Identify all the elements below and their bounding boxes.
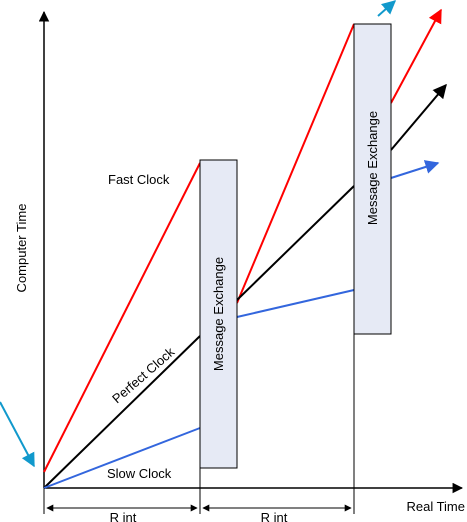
- fast-clock-label: Fast Clock: [108, 172, 170, 187]
- interval-label-1: R int: [110, 510, 137, 522]
- perfect-clock-label: Perfect Clock: [109, 344, 178, 406]
- message-exchange-box-1: [199, 159, 238, 469]
- fast-clock-line-3: [390, 8, 442, 104]
- message-exchange-label-2: Message Exchange: [365, 111, 380, 225]
- y-axis-label: Computer Time: [14, 204, 29, 293]
- perfect-clock-line-2: [236, 185, 355, 301]
- perfect-clock-line-3: [390, 83, 447, 151]
- message-exchange-box-2: [353, 23, 392, 335]
- interval-label-2: R int: [261, 510, 288, 522]
- perfect-clock-line-1: [43, 335, 201, 489]
- message-exchange-label-1: Message Exchange: [211, 257, 226, 371]
- accent-arrow-top: [377, 0, 397, 17]
- slow-clock-label: Slow Clock: [107, 466, 172, 481]
- slow-clock-line-1: [43, 427, 201, 489]
- fast-clock-line-2: [236, 23, 355, 304]
- accent-arrow-bottom: [0, 401, 35, 468]
- x-axis-label: Real Time: [406, 499, 465, 514]
- slow-clock-line-3: [390, 160, 440, 179]
- fast-clock-line-1: [43, 162, 201, 473]
- slow-clock-line-2: [236, 289, 355, 318]
